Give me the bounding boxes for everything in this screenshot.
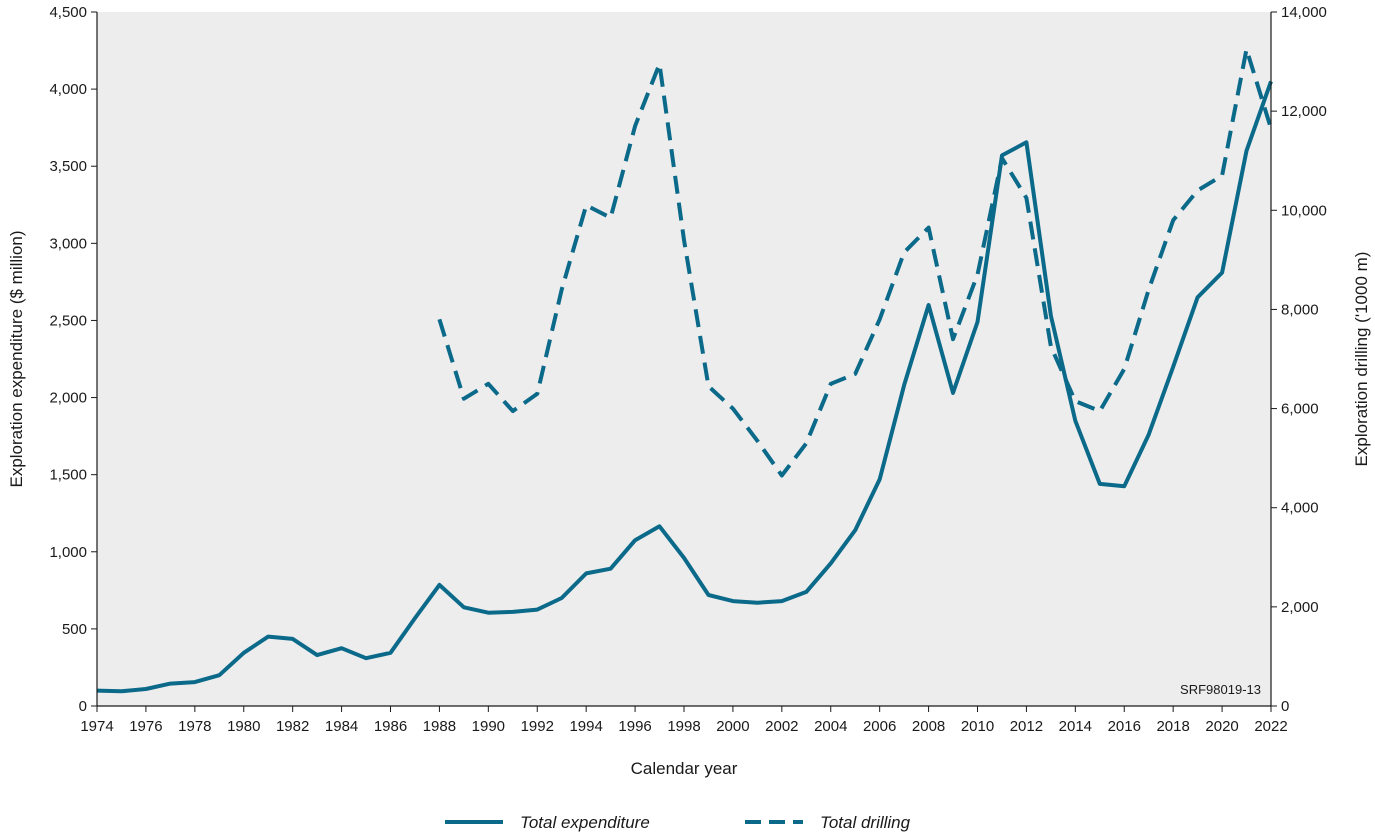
y-left-tick-label: 1,000 <box>49 544 87 561</box>
x-tick-label: 2020 <box>1205 718 1238 735</box>
y-right-tick-label: 4,000 <box>1281 500 1319 517</box>
series-layer <box>96 47 1273 694</box>
series-line-total-drilling <box>437 47 1273 478</box>
x-tick-label: 2008 <box>912 718 945 735</box>
y-left-tick-label: 2,500 <box>49 312 87 329</box>
x-tick-label: 1998 <box>667 718 700 735</box>
y-axis-right-title: Exploration drilling ('1000 m) <box>1352 252 1371 467</box>
x-tick-label: 1980 <box>227 718 260 735</box>
y-right-tick-label: 6,000 <box>1281 401 1319 418</box>
x-tick-label: 1996 <box>618 718 651 735</box>
x-tick-label: 1974 <box>80 718 113 735</box>
x-tick-label: 1990 <box>472 718 505 735</box>
x-tick-label: 2012 <box>1010 718 1043 735</box>
x-tick-label: 2002 <box>765 718 798 735</box>
x-tick-label: 1982 <box>276 718 309 735</box>
y-right-tick-label: 10,000 <box>1281 202 1327 219</box>
x-axis-title: Calendar year <box>631 759 738 778</box>
x-tick-label: 2018 <box>1156 718 1189 735</box>
y-left-tick-label: 1,500 <box>49 467 87 484</box>
legend-label-total-expenditure: Total expenditure <box>520 813 650 832</box>
plot-area <box>97 12 1271 706</box>
x-tick-label: 2016 <box>1108 718 1141 735</box>
y-right-tick-label: 0 <box>1281 698 1289 715</box>
x-tick-label: 1992 <box>521 718 554 735</box>
y-right-tick-label: 14,000 <box>1281 4 1327 21</box>
x-tick-label: 2000 <box>716 718 749 735</box>
x-tick-label: 2004 <box>814 718 847 735</box>
ticks-layer: 1974 1976 1978 1980 1982 1984 1986 1988 1990 1992… <box>49 4 1326 735</box>
y-left-tick-label: 3,500 <box>49 158 87 175</box>
legend-label-total-drilling: Total drilling <box>820 813 911 832</box>
x-tick-label: 1988 <box>423 718 456 735</box>
y-right-tick-label: 2,000 <box>1281 599 1319 616</box>
x-tick-label: 2010 <box>961 718 994 735</box>
x-tick-label: 2006 <box>863 718 896 735</box>
y-left-tick-label: 500 <box>62 621 87 638</box>
x-tick-label: 1976 <box>129 718 162 735</box>
x-tick-label: 1978 <box>178 718 211 735</box>
x-tick-label: 2014 <box>1059 718 1092 735</box>
x-tick-label: 1986 <box>374 718 407 735</box>
y-left-tick-label: 3,000 <box>49 235 87 252</box>
legend: Total expenditure Total drilling <box>445 813 911 832</box>
chart-code-annotation: SRF98019-13 <box>1180 682 1261 697</box>
y-left-tick-label: 0 <box>79 698 87 715</box>
y-right-tick-label: 12,000 <box>1281 103 1327 120</box>
x-tick-label: 2022 <box>1254 718 1287 735</box>
x-tick-label: 1984 <box>325 718 358 735</box>
y-left-tick-label: 4,000 <box>49 81 87 98</box>
series-line-total-expenditure <box>96 80 1273 694</box>
y-left-tick-label: 4,500 <box>49 4 87 21</box>
y-left-tick-label: 2,000 <box>49 390 87 407</box>
y-axis-left-title: Exploration expenditure ($ million) <box>7 230 26 487</box>
x-tick-label: 1994 <box>569 718 602 735</box>
y-right-tick-label: 8,000 <box>1281 301 1319 318</box>
